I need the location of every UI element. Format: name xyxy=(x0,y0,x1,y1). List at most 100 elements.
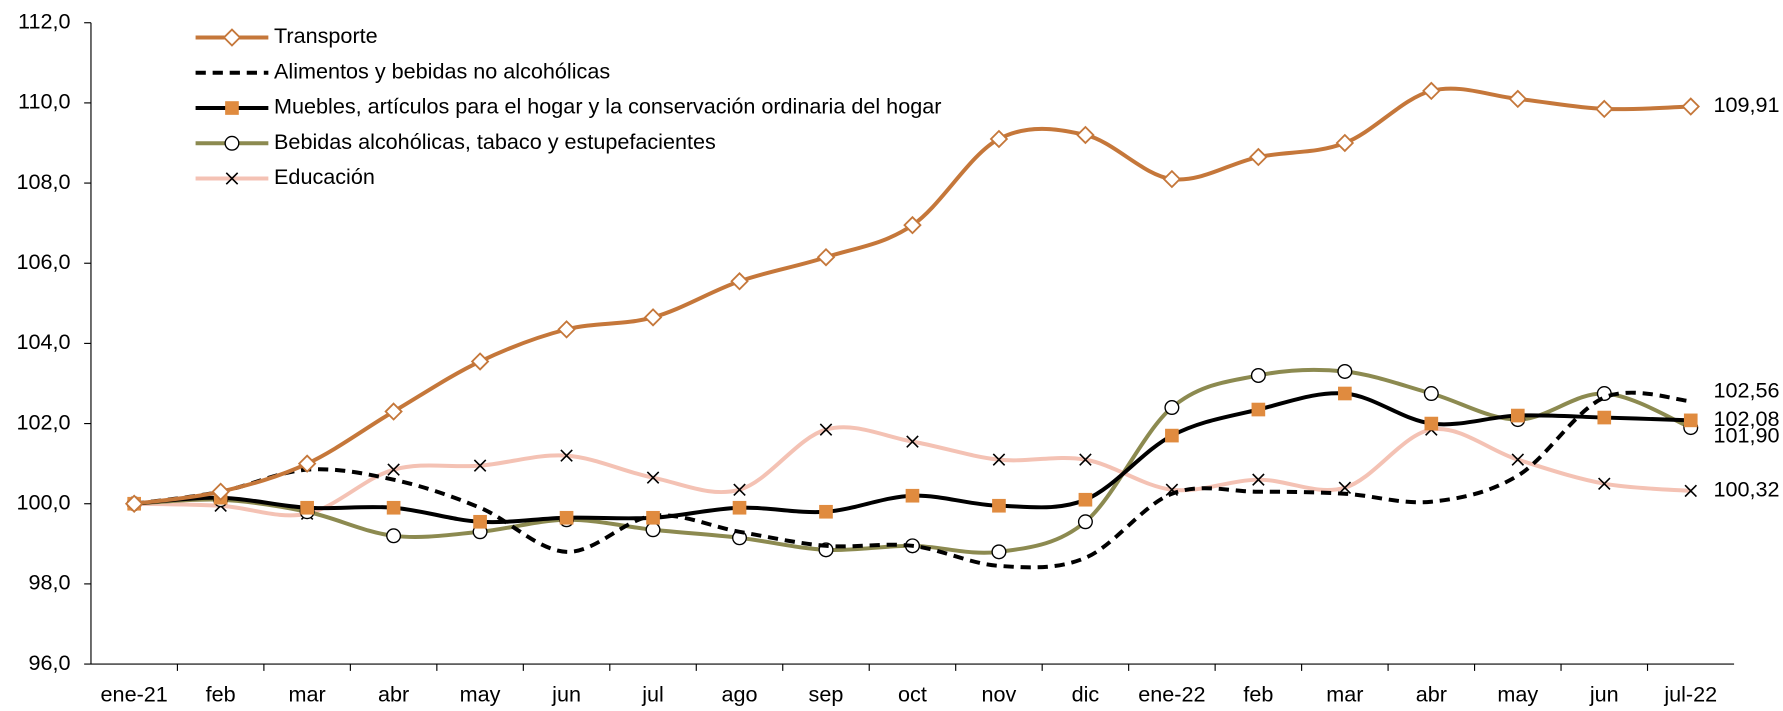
value-label: 101,90 xyxy=(1713,422,1779,447)
point xyxy=(819,504,833,519)
point xyxy=(1338,386,1352,401)
x-tick-label: dic xyxy=(1072,682,1100,707)
x-tick-label: nov xyxy=(982,682,1017,707)
point xyxy=(1164,400,1180,416)
legend-label: Alimentos y bebidas no alcohólicas xyxy=(274,58,610,83)
x-tick-label: jun xyxy=(551,682,581,707)
point xyxy=(386,528,402,544)
value-label: 109,91 xyxy=(1713,92,1779,117)
x-tick-label: mar xyxy=(1326,682,1363,707)
point xyxy=(1338,481,1352,494)
x-tick-label: abr xyxy=(378,682,409,707)
y-tick-label: 102,0 xyxy=(16,409,70,434)
y-tick-label: 100,0 xyxy=(16,489,70,514)
point xyxy=(473,514,487,529)
x-tick-label: feb xyxy=(1243,682,1273,707)
legend-item: Bebidas alcohólicas, tabaco y estupefaci… xyxy=(195,129,716,154)
point xyxy=(992,498,1006,513)
point xyxy=(124,494,144,513)
y-tick-label: 106,0 xyxy=(16,249,70,274)
value-label: 102,56 xyxy=(1713,378,1779,403)
legend-item: Educación xyxy=(195,164,375,189)
point xyxy=(560,449,573,462)
legend-label: Educación xyxy=(274,164,375,189)
legend-item: Transporte xyxy=(195,23,378,48)
value-label: 102,08 xyxy=(1713,406,1779,431)
plot-group: 96,0 98,0 100,0 102,0 104,0 106,0 108,0 110,0 11… xyxy=(16,8,1779,706)
y-tick-label: 98,0 xyxy=(28,570,70,595)
point xyxy=(1511,453,1525,466)
x-tick-label: ago xyxy=(721,682,757,707)
x-tick-label: jul-22 xyxy=(1663,682,1717,707)
point xyxy=(1337,363,1353,379)
legend-label: Transporte xyxy=(274,23,378,48)
x-tick-label: sep xyxy=(809,682,844,707)
legend-item: Muebles, artículos para el hogar y la co… xyxy=(195,94,941,119)
point xyxy=(222,28,242,47)
x-tick-label: oct xyxy=(898,682,927,707)
point xyxy=(1077,514,1093,530)
point xyxy=(992,453,1006,466)
point xyxy=(819,423,833,436)
point xyxy=(1422,81,1441,101)
point xyxy=(1681,97,1701,116)
point xyxy=(816,247,836,267)
point xyxy=(473,459,487,472)
x-tick-label: may xyxy=(1497,682,1538,707)
point xyxy=(1598,477,1611,490)
point xyxy=(1684,484,1698,498)
y-tick-label: 104,0 xyxy=(16,329,70,354)
point xyxy=(646,471,660,484)
point xyxy=(991,544,1007,560)
point xyxy=(1249,147,1268,167)
y-tick-label: 108,0 xyxy=(16,169,70,194)
x-tick-label: ene-22 xyxy=(1138,682,1205,707)
point xyxy=(1165,428,1179,443)
value-label: 100,32 xyxy=(1713,477,1779,502)
x-tick-label: may xyxy=(460,682,501,707)
point xyxy=(646,510,660,525)
point xyxy=(730,272,749,291)
legend-label: Bebidas alcohólicas, tabaco y estupefaci… xyxy=(274,129,716,154)
point xyxy=(1683,413,1698,428)
point xyxy=(1508,89,1528,109)
y-tick-label: 112,0 xyxy=(18,8,70,33)
point xyxy=(386,500,401,515)
point xyxy=(225,172,239,185)
legend-item: Alimentos y bebidas no alcohólicas xyxy=(195,58,610,83)
y-tick-label: 110,0 xyxy=(18,89,70,114)
y-tick-label: 96,0 xyxy=(28,650,70,675)
point xyxy=(1510,408,1525,423)
point xyxy=(1252,473,1265,486)
x-tick-label: ene-21 xyxy=(101,682,168,707)
point xyxy=(905,488,920,503)
point xyxy=(1423,386,1439,402)
legend-label: Muebles, artículos para el hogar y la co… xyxy=(274,94,941,119)
point xyxy=(224,135,240,151)
x-tick-label: abr xyxy=(1416,682,1447,707)
point xyxy=(297,454,317,473)
point xyxy=(1250,367,1266,383)
point xyxy=(733,483,746,496)
point xyxy=(384,402,403,421)
point xyxy=(1595,99,1614,119)
point xyxy=(211,482,230,501)
series-line xyxy=(134,391,1691,525)
series-line xyxy=(133,390,1691,570)
point xyxy=(1251,402,1266,417)
point xyxy=(906,435,919,448)
point xyxy=(732,500,747,515)
point xyxy=(989,129,1009,149)
x-tick-label: jun xyxy=(1589,682,1619,707)
point xyxy=(559,510,574,525)
point xyxy=(225,101,239,115)
point xyxy=(1597,410,1612,425)
x-tick-label: mar xyxy=(289,682,326,707)
point xyxy=(1335,133,1355,153)
point xyxy=(1078,492,1093,507)
point xyxy=(1162,169,1182,189)
point xyxy=(1424,416,1439,431)
point xyxy=(470,352,490,371)
